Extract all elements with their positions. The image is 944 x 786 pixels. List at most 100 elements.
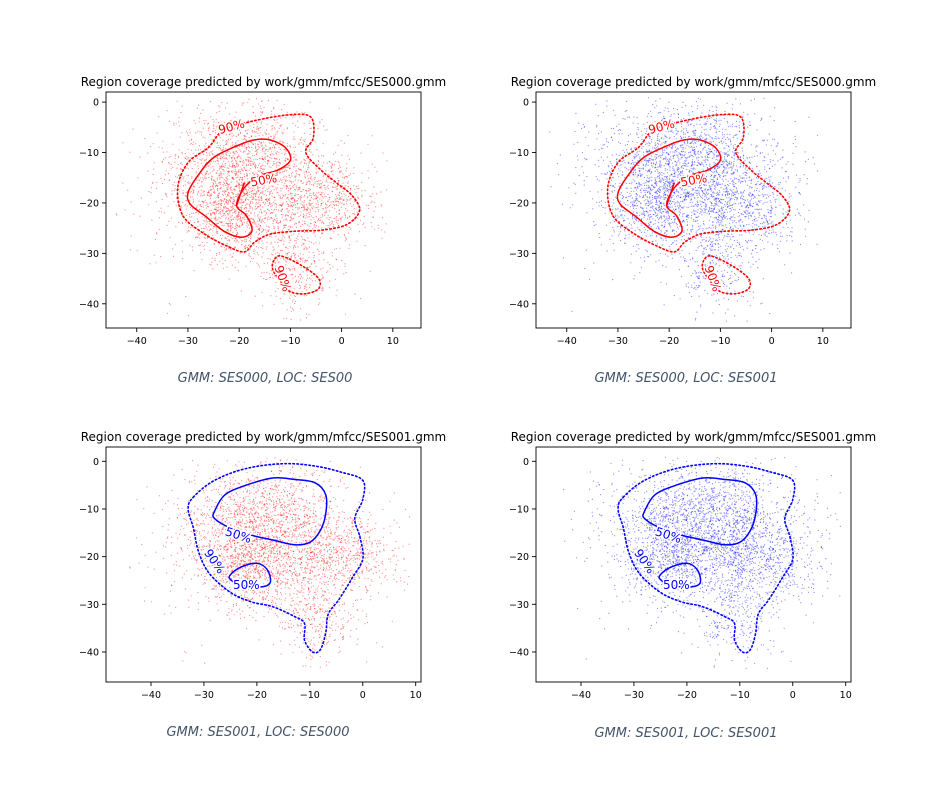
scatter-point [236,181,238,183]
scatter-point [242,102,244,104]
scatter-point [670,114,673,116]
scatter-point [708,151,710,153]
scatter-point [166,110,168,112]
scatter-point [269,180,271,183]
scatter-point [638,167,640,169]
scatter-point [703,174,706,176]
scatter-point [742,196,745,198]
scatter-point [213,169,215,171]
scatter-point [766,171,768,173]
scatter-point [758,200,760,202]
scatter-point [724,172,726,174]
scatter-point [620,239,622,242]
scatter-point [734,209,736,211]
scatter-point [231,202,233,204]
scatter-point [705,176,708,178]
scatter-point [742,164,745,166]
scatter-point [299,162,301,164]
scatter-point [238,211,240,213]
scatter-point [237,232,239,234]
scatter-point [647,113,650,115]
scatter-point [291,197,293,199]
scatter-point [201,216,203,218]
scatter-point [279,195,281,197]
scatter-point [692,111,694,113]
scatter-point [191,208,194,210]
scatter-point [717,219,719,221]
scatter-point [239,226,241,228]
scatter-point [300,211,302,213]
scatter-point [727,126,729,128]
scatter-point [663,165,665,167]
scatter-point [256,153,258,155]
scatter-point [160,177,162,179]
scatter-point [738,127,740,129]
scatter-point [277,252,279,254]
scatter-point [282,202,284,204]
scatter-point [653,196,656,198]
scatter-point [694,153,696,155]
scatter-point [294,240,296,242]
scatter-point [252,176,255,178]
scatter-point [276,99,278,102]
scatter-point [303,209,305,211]
scatter-point [203,219,205,221]
scatter-point [634,204,636,206]
scatter-point [297,198,299,200]
scatter-point [298,187,300,189]
scatter-point [315,221,317,224]
scatter-point [249,235,252,237]
scatter-point [334,278,337,280]
scatter-point [218,167,220,169]
scatter-point [672,156,675,158]
scatter-point [230,196,232,198]
scatter-point [746,156,748,159]
scatter-point [226,207,228,209]
scatter-point [310,151,312,153]
scatter-point [289,167,291,169]
scatter-point [293,150,296,152]
scatter-point [731,161,733,163]
scatter-point [333,231,335,233]
scatter-point [331,221,334,223]
scatter-point [256,127,258,129]
scatter-point [680,196,682,198]
scatter-point [280,249,282,251]
scatter-point [225,202,227,204]
scatter-point [597,115,599,117]
scatter-point [197,165,199,167]
scatter-point [625,149,628,151]
scatter-point [213,200,215,203]
scatter-point [665,176,668,178]
scatter-point [189,206,191,209]
scatter-point [243,135,245,137]
scatter-point [233,252,235,254]
scatter-point [757,177,759,179]
scatter-point [726,165,729,167]
scatter-point [229,120,232,122]
scatter-point [262,201,264,203]
scatter-point [663,191,666,193]
scatter-point [265,133,267,135]
scatter-point [232,223,234,225]
scatter-point [244,168,246,170]
scatter-point [654,158,656,160]
scatter-point [199,159,201,161]
scatter-point [268,216,270,218]
scatter-point [287,166,289,168]
scatter-point [651,155,653,157]
scatter-point [178,121,180,123]
scatter-point [701,163,703,165]
scatter-point [303,228,305,231]
scatter-point [640,175,642,177]
scatter-point [237,165,239,168]
scatter-point [724,204,726,206]
scatter-point [307,228,309,230]
scatter-point [196,107,198,109]
scatter-point [167,312,169,314]
scatter-point [280,190,282,192]
scatter-point [243,173,245,175]
scatter-point [654,192,656,194]
scatter-point [260,212,263,214]
scatter-point [712,191,715,193]
